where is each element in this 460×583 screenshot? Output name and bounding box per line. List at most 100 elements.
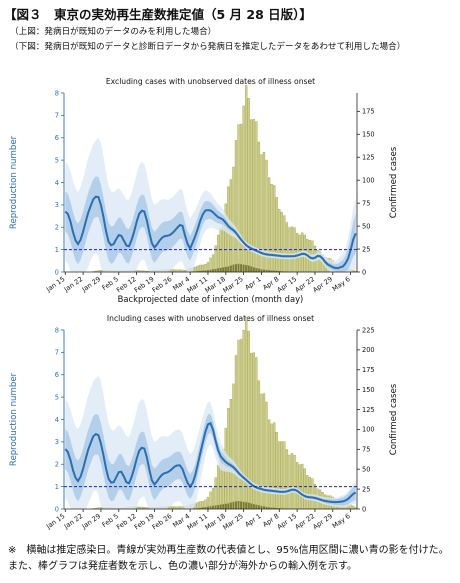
imported-bar <box>229 265 232 272</box>
imported-bar <box>257 505 260 509</box>
imported-cases-bars <box>189 501 288 509</box>
right-tick-label: 150 <box>362 386 375 394</box>
imported-bar <box>196 271 199 272</box>
case-bar <box>216 234 220 273</box>
right-tick-label: 25 <box>362 245 370 253</box>
imported-bar <box>275 270 278 272</box>
imported-bar <box>250 503 253 509</box>
case-bar <box>306 475 309 510</box>
right-tick-label: 125 <box>362 154 375 162</box>
case-bar <box>232 383 235 510</box>
case-bar <box>293 454 296 510</box>
case-bar <box>283 441 286 510</box>
case-bar <box>239 339 243 510</box>
x-tick-label: Apr 29 <box>311 512 334 531</box>
imported-bar <box>224 266 227 272</box>
left-tick-label: 4 <box>55 179 59 187</box>
case-bar <box>242 329 245 510</box>
right-tick-label: 100 <box>362 177 375 185</box>
case-bar <box>267 177 271 273</box>
case-bar <box>288 454 291 510</box>
case-bar <box>234 140 238 273</box>
case-bar <box>234 355 238 510</box>
case-bar <box>267 419 271 510</box>
imported-bar <box>201 507 204 509</box>
imported-bar <box>260 505 263 509</box>
case-bar <box>295 462 299 510</box>
right-tick-label: 50 <box>362 222 370 230</box>
case-bar <box>275 197 278 273</box>
left-tick-label: 6 <box>55 371 59 379</box>
x-tick-label: Jan 29 <box>80 512 102 531</box>
imported-bar <box>240 264 243 272</box>
x-tick-label: May 6 <box>331 275 352 293</box>
imported-bar <box>252 504 255 509</box>
imported-bar <box>237 501 240 509</box>
imported-bar <box>235 264 237 272</box>
case-bar <box>283 215 286 273</box>
note-bottom-chart: （下図：発病日が既知のデータと診断日データから発病日を推定したデータをあわせて利… <box>10 42 406 52</box>
imported-bar <box>206 506 209 509</box>
imported-bar <box>209 269 212 272</box>
case-bar <box>285 222 289 273</box>
imported-bar <box>278 271 281 272</box>
case-bar <box>278 209 281 273</box>
case-bar <box>303 468 306 510</box>
figure-footnote: ※ 横軸は推定感染日。青線が実効再生産数の代表値とし、95%信用区間に濃い青の影… <box>8 545 449 572</box>
imported-bar <box>273 507 276 509</box>
case-bar <box>196 502 199 510</box>
left-tick-label: 1 <box>55 483 59 491</box>
rt-outer-band <box>65 375 356 509</box>
imported-bar <box>204 270 207 272</box>
imported-bar <box>270 507 273 509</box>
x-tick-label: Mar 25 <box>221 512 244 532</box>
y-axis-label-left: Reproduction number <box>9 135 19 229</box>
imported-bar <box>250 266 253 272</box>
imported-bar <box>204 507 207 509</box>
case-bar <box>270 423 273 510</box>
imported-bar <box>247 502 250 509</box>
imported-bar <box>227 503 230 509</box>
imported-bar <box>199 507 202 509</box>
imported-bar <box>252 267 255 272</box>
imported-bar <box>275 508 278 509</box>
x-tick-label: Apr 22 <box>294 512 317 531</box>
right-tick-label: 25 <box>362 485 370 493</box>
right-tick-label: 50 <box>362 466 370 474</box>
imported-bar <box>224 503 227 509</box>
imported-bar <box>263 506 265 509</box>
imported-bar <box>273 270 276 272</box>
imported-bar <box>201 270 204 272</box>
case-bar <box>308 476 312 510</box>
note-top-chart: （上図：発病日が既知のデータのみを利用した場合） <box>10 27 217 37</box>
right-tick-label: 0 <box>362 505 366 513</box>
case-bar <box>275 432 278 510</box>
imported-bar <box>268 507 271 509</box>
right-tick-label: 225 <box>362 326 375 334</box>
chart-svg-bottom: Including cases with unobserved dates of… <box>9 314 399 532</box>
right-tick-label: 125 <box>362 406 375 414</box>
case-bar <box>352 505 355 510</box>
imported-bar <box>229 502 232 509</box>
imported-bar <box>268 270 271 272</box>
imported-bar <box>255 504 258 509</box>
imported-bar <box>247 265 250 272</box>
imported-bar <box>242 501 245 509</box>
right-tick-label: 175 <box>362 366 375 374</box>
imported-bar <box>222 267 225 272</box>
right-tick-label: 150 <box>362 131 375 139</box>
case-bar <box>280 441 283 510</box>
case-bar <box>311 478 314 510</box>
case-bar <box>278 441 281 510</box>
imported-bar <box>240 501 243 509</box>
right-tick-label: 0 <box>362 268 366 276</box>
x-tick-label: Feb 26 <box>151 512 174 531</box>
imported-bar <box>237 263 240 272</box>
x-tick-label: Jan 22 <box>62 512 84 531</box>
rt-median-line <box>64 195 357 270</box>
case-bar <box>214 477 217 510</box>
figure-title: 【図３ 東京の実効再生産数推定値（5 月 28 日版）】 <box>4 7 312 22</box>
left-tick-label: 7 <box>55 112 59 120</box>
rt-median-line <box>64 421 357 504</box>
imported-bar <box>219 267 222 272</box>
